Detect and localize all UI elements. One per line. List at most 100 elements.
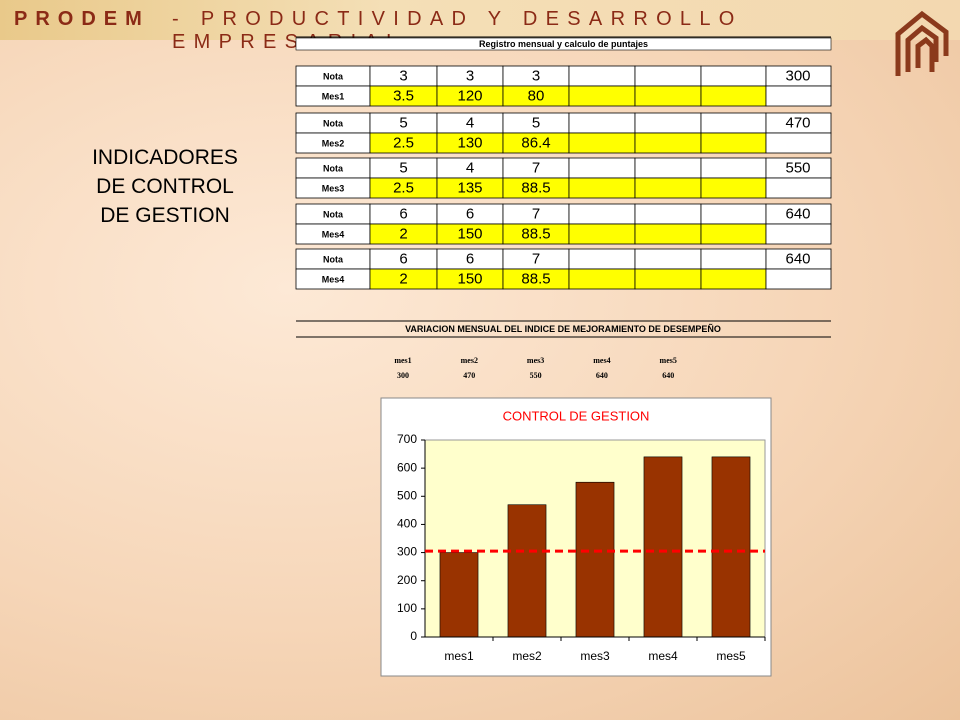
cell-total: 300 [785, 67, 810, 84]
cell [634, 177, 702, 199]
cell-value: 3 [532, 67, 540, 84]
cell [765, 177, 832, 199]
cell-value: 6 [466, 205, 474, 222]
month-value: 640 [662, 371, 674, 380]
month-label: mes4 [593, 356, 610, 365]
month-label: mes3 [527, 356, 544, 365]
cell [634, 132, 702, 154]
cell [700, 248, 767, 270]
bar [575, 481, 615, 638]
cell-value: 2 [399, 225, 407, 242]
cell [568, 132, 636, 154]
cell [700, 223, 767, 245]
cell-value: 150 [457, 270, 482, 287]
cell [634, 157, 702, 179]
row-label: Mes4 [322, 229, 345, 239]
row-label: Nota [323, 118, 344, 128]
cell [634, 248, 702, 270]
logo [895, 10, 949, 76]
y-tick-label: 300 [397, 545, 417, 559]
cell-total: 640 [785, 250, 810, 267]
cell [700, 65, 767, 87]
cell [568, 203, 636, 225]
cell-value: 80 [528, 87, 545, 104]
y-tick-label: 400 [397, 517, 417, 531]
cell-value: 2.5 [393, 179, 414, 196]
side-title: INDICADORES DE CONTROL DE GESTION [70, 143, 260, 230]
cell [634, 203, 702, 225]
row-label: Mes4 [322, 274, 345, 284]
cell [700, 268, 767, 290]
month-value: 470 [463, 371, 475, 380]
cell [568, 65, 636, 87]
cell-value: 135 [457, 179, 482, 196]
chart-title: CONTROL DE GESTION [503, 408, 650, 423]
cell [700, 85, 767, 107]
cell-value: 88.5 [521, 270, 550, 287]
x-tick-label: mes1 [444, 649, 474, 663]
month-label: mes5 [660, 356, 677, 365]
bar [643, 456, 683, 638]
cell-value: 5 [399, 114, 407, 131]
cell-value: 6 [399, 205, 407, 222]
cell [568, 157, 636, 179]
cell [700, 177, 767, 199]
cell-value: 7 [532, 205, 540, 222]
y-tick-label: 600 [397, 460, 417, 474]
row-label: Nota [323, 163, 344, 173]
cell-value: 86.4 [521, 134, 550, 151]
cell-value: 130 [457, 134, 482, 151]
row-label: Mes1 [322, 91, 345, 101]
cell-total: 640 [785, 205, 810, 222]
row-label: Mes3 [322, 183, 345, 193]
section-title: VARIACION MENSUAL DEL INDICE DE MEJORAMI… [405, 324, 721, 334]
cell [765, 268, 832, 290]
cell [568, 223, 636, 245]
cell-value: 6 [399, 250, 407, 267]
cell-value: 3.5 [393, 87, 414, 104]
cell-value: 3 [399, 67, 407, 84]
cell [765, 223, 832, 245]
bar [507, 504, 547, 638]
bar [711, 456, 751, 638]
cell-value: 120 [457, 87, 482, 104]
month-value: 300 [397, 371, 409, 380]
cell-total: 550 [785, 159, 810, 176]
month-value: 640 [596, 371, 608, 380]
x-tick-label: mes4 [648, 649, 678, 663]
header-band: PRODEM - PRODUCTIVIDAD Y DESARROLLO EMPR… [0, 0, 960, 53]
cell-value: 2 [399, 270, 407, 287]
bar [439, 552, 479, 638]
title-bar [295, 37, 832, 51]
cell-value: 6 [466, 250, 474, 267]
cell-value: 4 [466, 114, 474, 131]
cell [568, 112, 636, 134]
month-label: mes2 [461, 356, 478, 365]
cell [765, 132, 832, 154]
cell [568, 248, 636, 270]
cell-value: 3 [466, 67, 474, 84]
y-tick-label: 0 [410, 629, 417, 643]
y-tick-label: 500 [397, 488, 417, 502]
cell [700, 157, 767, 179]
cell [634, 65, 702, 87]
cell-value: 4 [466, 159, 474, 176]
cell-total: 470 [785, 114, 810, 131]
cell [568, 85, 636, 107]
y-tick-label: 700 [397, 432, 417, 446]
cell [700, 203, 767, 225]
cell-value: 5 [399, 159, 407, 176]
row-label: Nota [323, 209, 344, 219]
cell [634, 268, 702, 290]
cell-value: 150 [457, 225, 482, 242]
brand: PRODEM [14, 8, 150, 30]
cell [568, 177, 636, 199]
cell [634, 85, 702, 107]
cell-value: 7 [532, 159, 540, 176]
cell-value: 7 [532, 250, 540, 267]
side-title-line: DE CONTROL [96, 175, 234, 198]
side-title-line: DE GESTION [100, 204, 230, 227]
cell [700, 112, 767, 134]
